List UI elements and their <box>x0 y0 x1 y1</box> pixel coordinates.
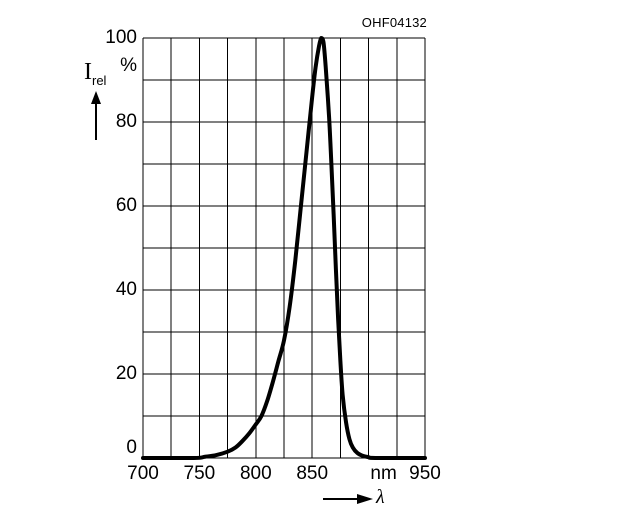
y-tick-label: 100 <box>105 27 137 48</box>
x-tick-label: 950 <box>409 463 441 484</box>
x-tick-label: 800 <box>239 463 272 484</box>
y-tick-label: 40 <box>115 279 137 300</box>
x-axis-unit-label: nm <box>370 463 397 484</box>
x-tick-label: 700 <box>127 463 159 484</box>
x-axis-right-arrow-line <box>323 498 359 500</box>
y-tick-label: 0 <box>126 437 137 458</box>
y-tick-label: 80 <box>115 111 137 132</box>
y-tick-label: 20 <box>115 363 137 384</box>
y-axis-up-arrow-icon <box>91 91 101 104</box>
figure-code: OHF04132 <box>361 15 427 30</box>
intensity-symbol: I <box>84 59 92 85</box>
y-tick-label: 60 <box>115 195 137 216</box>
y-axis-up-arrow-line <box>95 102 97 140</box>
y-axis-title: Irel <box>84 60 106 87</box>
grid-lines <box>142 37 426 459</box>
intensity-symbol-subscript: rel <box>92 72 107 88</box>
x-tick-label: 850 <box>296 463 329 484</box>
x-axis-right-arrow-icon <box>357 494 373 504</box>
x-tick-label: 750 <box>183 463 216 484</box>
emission-curve <box>141 36 427 460</box>
y-axis-unit: % <box>120 55 137 76</box>
x-axis-symbol: λ <box>376 486 385 508</box>
